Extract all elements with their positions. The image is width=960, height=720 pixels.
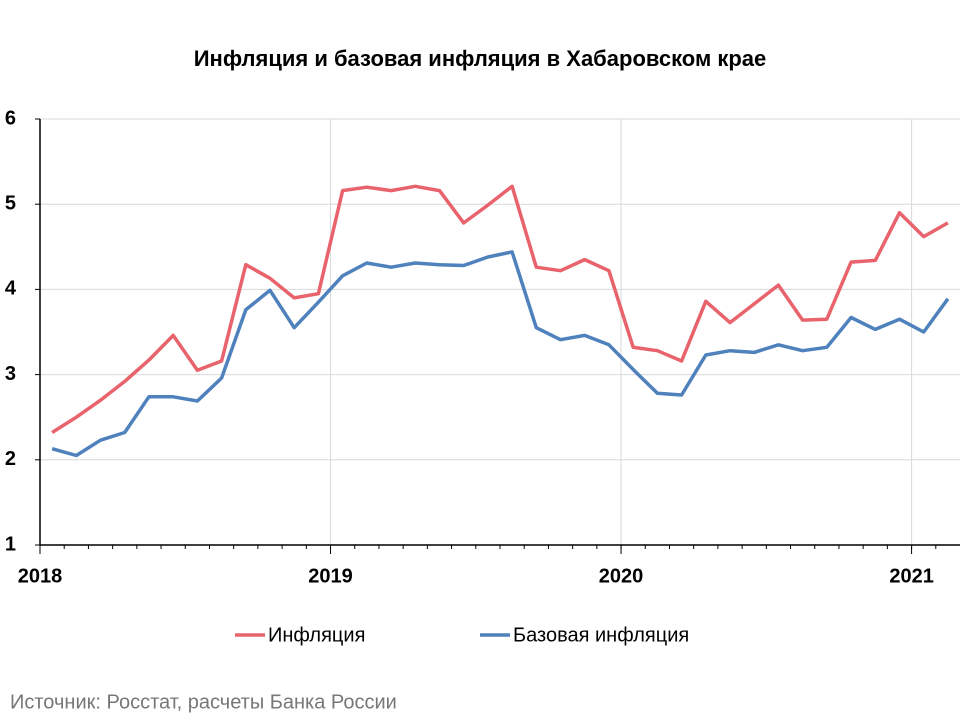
chart-title: Инфляция и базовая инфляция в Хабаровско… [194,46,767,71]
y-tick-label: 2 [5,448,16,470]
x-tick-label: 2018 [18,565,63,587]
x-tick-label: 2020 [599,565,644,587]
x-tick-label: 2019 [308,565,353,587]
y-tick-label: 5 [5,192,16,214]
y-tick-label: 3 [5,363,16,385]
legend-label: Инфляция [268,624,365,646]
series-line [51,184,949,434]
x-tick-label: 2021 [889,565,934,587]
y-tick-label: 6 [5,107,16,129]
y-tick-label: 4 [5,278,17,300]
legend-label: Базовая инфляция [513,624,689,646]
series-line [51,250,950,458]
y-tick-label: 1 [5,533,16,555]
source-note: Источник: Росстат, расчеты Банка России [10,691,397,713]
